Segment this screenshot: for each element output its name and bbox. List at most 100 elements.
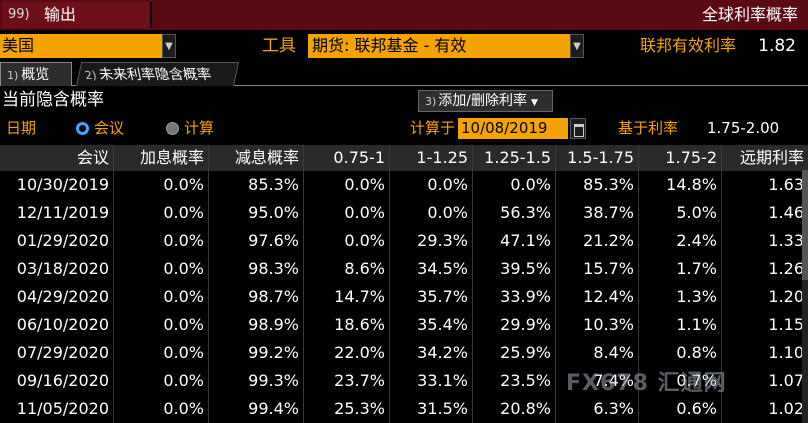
- meeting-date-cell: 06/10/2020: [0, 311, 114, 339]
- calendar-icon[interactable]: [570, 118, 586, 139]
- column-header[interactable]: 1.25-1.5: [473, 145, 556, 171]
- tab-future-label: 未来利率隐含概率: [97, 67, 214, 83]
- table-row[interactable]: 09/16/2020 0.0% 99.3% 23.7% 33.1% 23.5% 7.4% 0.…: [0, 367, 808, 395]
- meeting-date-cell: 01/29/2020: [0, 227, 114, 255]
- table-cell: 97.6%: [209, 227, 304, 255]
- table-cell: 35.4%: [390, 311, 473, 339]
- table-cell: 23.7%: [304, 367, 390, 395]
- table-cell: 0.0%: [114, 339, 209, 367]
- table-cell: 0.0%: [114, 395, 209, 423]
- column-header[interactable]: 1-1.25: [390, 145, 473, 171]
- table-cell: 35.7%: [390, 283, 473, 311]
- table-cell: 39.5%: [473, 255, 556, 283]
- output-button[interactable]: 99) 输出: [2, 2, 152, 28]
- instrument-dropdown-arrow-icon[interactable]: ▼: [570, 34, 584, 58]
- effective-rate-label: 联邦有效利率: [640, 36, 737, 55]
- table-cell: 1.7%: [639, 255, 722, 283]
- calc-radio-label[interactable]: 计算: [184, 119, 215, 137]
- table-cell: 95.0%: [209, 199, 304, 227]
- table-cell: 1.33: [768, 231, 804, 250]
- column-header[interactable]: 加息概率: [114, 145, 209, 171]
- column-header[interactable]: 1.5-1.75: [556, 145, 639, 171]
- table-row[interactable]: 03/18/2020 0.0% 98.3% 8.6% 34.5% 39.5% 15.7% 1.…: [0, 255, 808, 283]
- meeting-date-cell: 04/29/2020: [0, 283, 114, 311]
- scrollbar-thumb[interactable]: [802, 170, 808, 280]
- country-dropdown-arrow-icon[interactable]: ▼: [162, 34, 176, 58]
- table-cell: 0.0%: [304, 171, 390, 199]
- table-cell: 25.9%: [473, 339, 556, 367]
- table-cell: 56.3%: [473, 199, 556, 227]
- tab-overview[interactable]: 1) 概览: [0, 62, 72, 86]
- table-cell: 1.1%: [639, 311, 722, 339]
- table-cell: 0.0%: [114, 255, 209, 283]
- table-row[interactable]: 06/10/2020 0.0% 98.9% 18.6% 35.4% 29.9% 10.3% 1…: [0, 311, 808, 339]
- table-cell: 14.7%: [304, 283, 390, 311]
- table-cell: 2.4%: [639, 227, 722, 255]
- table-cell: 12.4%: [556, 283, 639, 311]
- instrument-select[interactable]: 期货: 联邦基金 - 有效: [308, 34, 570, 58]
- table-cell: 1.10: [768, 343, 804, 362]
- table-cell: 1.3%: [639, 283, 722, 311]
- table-cell: 0.8%: [639, 339, 722, 367]
- column-header[interactable]: 远期利率: [739, 148, 804, 167]
- table-cell: 0.0%: [114, 311, 209, 339]
- calc-date-input[interactable]: 10/08/2019: [458, 118, 568, 139]
- column-header[interactable]: 0.75-1: [304, 145, 390, 171]
- table-row[interactable]: 04/29/2020 0.0% 98.7% 14.7% 35.7% 33.9% 12.4% 1…: [0, 283, 808, 311]
- meeting-radio-label[interactable]: 会议: [94, 119, 125, 137]
- column-header[interactable]: 1.75-2: [639, 145, 722, 171]
- top-bar: 99) 输出 全球利率概率: [0, 0, 808, 30]
- table-row[interactable]: 12/11/2019 0.0% 95.0% 0.0% 0.0% 56.3% 38.7% 5.0…: [0, 199, 808, 227]
- meeting-radio[interactable]: [76, 122, 89, 135]
- probability-table: 会议 加息概率 减息概率 0.75-1 1-1.25 1.25-1.5 1.5-…: [0, 145, 808, 423]
- table-cell: 85.3%: [556, 171, 639, 199]
- country-select[interactable]: 美国: [0, 34, 162, 58]
- table-row[interactable]: 07/29/2020 0.0% 99.2% 22.0% 34.2% 25.9% 8.4% 0.…: [0, 339, 808, 367]
- table-row[interactable]: 01/29/2020 0.0% 97.6% 0.0% 29.3% 47.1% 21.2% 2.…: [0, 227, 808, 255]
- table-cell: 18.6%: [304, 311, 390, 339]
- table-cell: 10.3%: [556, 311, 639, 339]
- table-cell: 0.0%: [390, 199, 473, 227]
- table-cell: 29.3%: [390, 227, 473, 255]
- table-cell: 21.2%: [556, 227, 639, 255]
- table-cell: 0.0%: [390, 171, 473, 199]
- table-cell: 23.5%: [473, 367, 556, 395]
- output-label: 输出: [44, 5, 77, 24]
- table-cell: 34.5%: [390, 255, 473, 283]
- meeting-date-cell: 10/30/2019: [0, 171, 114, 199]
- column-header[interactable]: 会议: [0, 145, 114, 171]
- section-header: 当前隐含概率 3) 添加/删除利率 ▼: [0, 88, 808, 112]
- table-cell: 0.0%: [114, 199, 209, 227]
- base-rate-label: 基于利率: [618, 119, 679, 137]
- table-scrollbar[interactable]: [802, 170, 808, 423]
- tab-future-implied-probability[interactable]: 2)未来利率隐含概率: [76, 62, 240, 86]
- effective-rate-value: 1.82: [758, 36, 796, 56]
- table-cell: 0.0%: [114, 227, 209, 255]
- add-remove-label: 添加/删除利率: [438, 93, 528, 109]
- output-shortcut-number: 99): [8, 7, 30, 22]
- table-cell: 1.07: [768, 371, 804, 390]
- table-row[interactable]: 10/30/2019 0.0% 85.3% 0.0% 0.0% 0.0% 85.3% 14.8…: [0, 171, 808, 199]
- table-cell: 22.0%: [304, 339, 390, 367]
- section-title: 当前隐含概率: [2, 90, 104, 110]
- tab-overview-label: 概览: [21, 67, 50, 83]
- table-cell: 15.7%: [556, 255, 639, 283]
- app-title: 全球利率概率: [701, 5, 798, 24]
- table-row[interactable]: 11/05/2020 0.0% 99.4% 25.3% 31.5% 20.8% 6.3% 0.…: [0, 395, 808, 423]
- tab-future-number: 2): [83, 69, 98, 82]
- table-cell: 6.3%: [556, 395, 639, 423]
- column-header[interactable]: 减息概率: [209, 145, 304, 171]
- table-cell: 31.5%: [390, 395, 473, 423]
- tab-bar: 1) 概览 2)未来利率隐含概率: [0, 62, 808, 86]
- table-cell: 0.0%: [114, 367, 209, 395]
- instrument-label: 工具: [262, 36, 296, 56]
- table-cell: 34.2%: [390, 339, 473, 367]
- table-cell: 1.15: [768, 315, 804, 334]
- tab-overview-number: 1): [7, 69, 19, 82]
- calc-radio[interactable]: [166, 122, 179, 135]
- table-cell: 47.1%: [473, 227, 556, 255]
- watermark-logo: FX678 汇通网: [566, 371, 727, 396]
- table-cell: 99.4%: [209, 395, 304, 423]
- add-remove-rate-button[interactable]: 3) 添加/删除利率 ▼: [418, 90, 553, 112]
- table-header-row: 会议 加息概率 减息概率 0.75-1 1-1.25 1.25-1.5 1.5-…: [0, 145, 808, 171]
